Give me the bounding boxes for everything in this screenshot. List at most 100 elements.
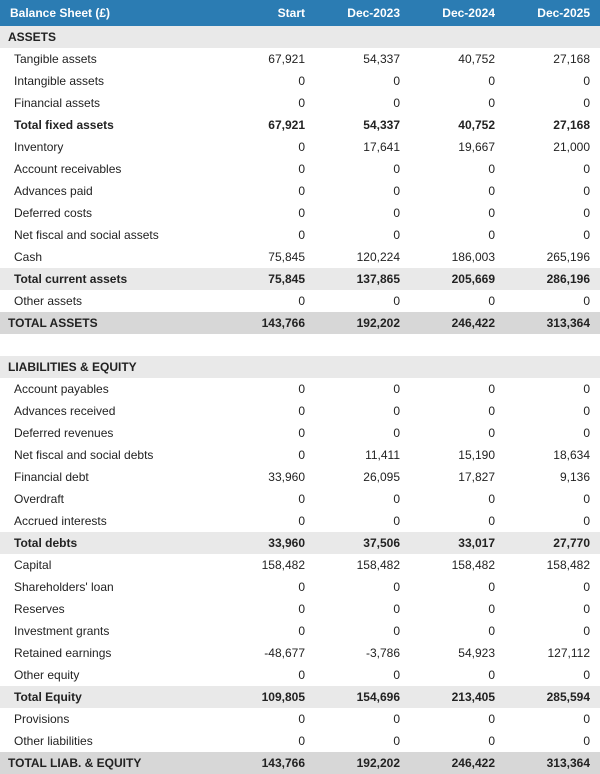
cell-value: 0 [410, 510, 505, 532]
table-row: Financial assets0000 [0, 92, 600, 114]
cell-value: 19,667 [410, 136, 505, 158]
cell-value: 0 [505, 598, 600, 620]
cell-value: 9,136 [505, 466, 600, 488]
table-row: Account payables0000 [0, 378, 600, 400]
table-row: Financial debt33,96026,09517,8279,136 [0, 466, 600, 488]
table-row: Other liabilities0000 [0, 730, 600, 752]
cell-value: 0 [315, 290, 410, 312]
table-row: Net fiscal and social debts011,41115,190… [0, 444, 600, 466]
row-label: Capital [0, 554, 220, 576]
cell-value: 75,845 [220, 246, 315, 268]
cell-value: 246,422 [410, 752, 505, 774]
cell-value: 27,168 [505, 48, 600, 70]
table-row: Total debts33,96037,50633,01727,770 [0, 532, 600, 554]
row-label: Total Equity [0, 686, 220, 708]
cell-value: 127,112 [505, 642, 600, 664]
row-label: Net fiscal and social debts [0, 444, 220, 466]
table-row [0, 334, 600, 356]
cell-value: 0 [315, 202, 410, 224]
table-row: Intangible assets0000 [0, 70, 600, 92]
cell-value: 0 [410, 290, 505, 312]
cell-value: 37,506 [315, 532, 410, 554]
cell-value: 0 [315, 576, 410, 598]
cell-value: 0 [220, 378, 315, 400]
cell-value: 313,364 [505, 312, 600, 334]
header-col-1: Dec-2023 [315, 0, 410, 26]
cell-value: 0 [505, 422, 600, 444]
cell-value: 0 [315, 620, 410, 642]
row-label: Advances paid [0, 180, 220, 202]
cell-value: 120,224 [315, 246, 410, 268]
cell-value: 0 [220, 158, 315, 180]
row-label: Advances received [0, 400, 220, 422]
table-row: Total fixed assets67,92154,33740,75227,1… [0, 114, 600, 136]
table-row: Reserves0000 [0, 598, 600, 620]
cell-value: 0 [315, 422, 410, 444]
cell-value: 33,017 [410, 532, 505, 554]
cell-value: 285,594 [505, 686, 600, 708]
row-label: Financial debt [0, 466, 220, 488]
cell-value: 0 [410, 158, 505, 180]
cell-value: 40,752 [410, 114, 505, 136]
cell-value: 0 [315, 180, 410, 202]
cell-value: 0 [315, 510, 410, 532]
cell-value: 67,921 [220, 48, 315, 70]
row-label: Retained earnings [0, 642, 220, 664]
row-label: Deferred costs [0, 202, 220, 224]
cell-value: 0 [220, 136, 315, 158]
cell-value: 0 [410, 488, 505, 510]
row-label: TOTAL LIAB. & EQUITY [0, 752, 220, 774]
cell-value: 158,482 [505, 554, 600, 576]
cell-value: 0 [220, 180, 315, 202]
cell-value: 109,805 [220, 686, 315, 708]
table-row: ASSETS [0, 26, 600, 48]
cell-value: 158,482 [220, 554, 315, 576]
cell-value: 0 [315, 224, 410, 246]
row-label: Total fixed assets [0, 114, 220, 136]
cell-value: 27,168 [505, 114, 600, 136]
cell-value: 0 [220, 400, 315, 422]
cell-value: 213,405 [410, 686, 505, 708]
header-title: Balance Sheet (£) [0, 0, 220, 26]
cell-value: 0 [410, 224, 505, 246]
table-row: Deferred revenues0000 [0, 422, 600, 444]
table-row: Inventory017,64119,66721,000 [0, 136, 600, 158]
cell-value: 21,000 [505, 136, 600, 158]
cell-value: 0 [505, 664, 600, 686]
cell-value: 0 [505, 576, 600, 598]
cell-value: 192,202 [315, 752, 410, 774]
table-row: Net fiscal and social assets0000 [0, 224, 600, 246]
row-label: Other assets [0, 290, 220, 312]
row-label: Financial assets [0, 92, 220, 114]
table-row: Other assets0000 [0, 290, 600, 312]
cell-value: 0 [315, 400, 410, 422]
cell-value: 0 [315, 598, 410, 620]
cell-value: 0 [410, 202, 505, 224]
cell-value: 17,827 [410, 466, 505, 488]
table-row: Deferred costs0000 [0, 202, 600, 224]
cell-value: 246,422 [410, 312, 505, 334]
row-label: Other liabilities [0, 730, 220, 752]
table-row: Account receivables0000 [0, 158, 600, 180]
table-row: LIABILITIES & EQUITY [0, 356, 600, 378]
cell-value: 143,766 [220, 312, 315, 334]
table-row: Overdraft0000 [0, 488, 600, 510]
row-label: Net fiscal and social assets [0, 224, 220, 246]
cell-value: 0 [315, 92, 410, 114]
row-label: Intangible assets [0, 70, 220, 92]
cell-value: 54,337 [315, 48, 410, 70]
table-row: Retained earnings-48,677-3,78654,923127,… [0, 642, 600, 664]
cell-value: 0 [220, 290, 315, 312]
cell-value: 0 [220, 620, 315, 642]
cell-value: 0 [315, 70, 410, 92]
cell-value: 15,190 [410, 444, 505, 466]
row-label: Inventory [0, 136, 220, 158]
cell-value: 0 [220, 202, 315, 224]
cell-value: 0 [220, 488, 315, 510]
cell-value: 0 [505, 488, 600, 510]
cell-value: 286,196 [505, 268, 600, 290]
cell-value: 0 [410, 576, 505, 598]
cell-value: 0 [220, 224, 315, 246]
row-label: Investment grants [0, 620, 220, 642]
cell-value: 154,696 [315, 686, 410, 708]
